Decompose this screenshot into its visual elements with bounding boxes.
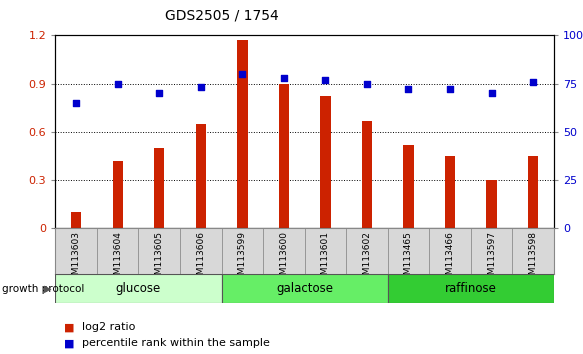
Text: ▶: ▶ xyxy=(44,284,51,293)
Bar xyxy=(445,156,455,228)
Bar xyxy=(139,228,180,274)
Bar xyxy=(97,228,139,274)
Point xyxy=(238,71,247,77)
Bar xyxy=(279,84,289,228)
Bar xyxy=(71,212,82,228)
Bar xyxy=(113,161,123,228)
Bar xyxy=(180,228,222,274)
Text: GSM113600: GSM113600 xyxy=(279,231,289,286)
Point xyxy=(487,90,496,96)
Bar xyxy=(154,148,164,228)
Text: ■: ■ xyxy=(64,322,75,332)
Bar xyxy=(429,228,471,274)
Text: glucose: glucose xyxy=(116,282,161,295)
Text: ■: ■ xyxy=(64,338,75,348)
Text: GSM113602: GSM113602 xyxy=(363,231,371,286)
Bar xyxy=(304,228,346,274)
Text: GSM113599: GSM113599 xyxy=(238,231,247,286)
Bar xyxy=(512,228,554,274)
Point xyxy=(404,87,413,92)
Bar xyxy=(388,274,554,303)
Bar xyxy=(403,145,414,228)
Point xyxy=(279,75,289,81)
Text: percentile rank within the sample: percentile rank within the sample xyxy=(82,338,269,348)
Point xyxy=(154,90,164,96)
Text: GSM113465: GSM113465 xyxy=(404,231,413,286)
Bar xyxy=(346,228,388,274)
Text: raffinose: raffinose xyxy=(445,282,497,295)
Point xyxy=(362,81,371,86)
Bar xyxy=(55,274,222,303)
Point xyxy=(72,100,81,106)
Text: GSM113466: GSM113466 xyxy=(445,231,455,286)
Text: GSM113604: GSM113604 xyxy=(113,231,122,286)
Bar xyxy=(195,124,206,228)
Text: GSM113606: GSM113606 xyxy=(196,231,205,286)
Bar xyxy=(528,156,538,228)
Bar xyxy=(471,228,512,274)
Bar xyxy=(263,228,304,274)
Point xyxy=(113,81,122,86)
Text: galactose: galactose xyxy=(276,282,333,295)
Bar xyxy=(361,121,372,228)
Bar xyxy=(55,228,97,274)
Bar xyxy=(486,180,497,228)
Bar xyxy=(222,228,263,274)
Text: GSM113603: GSM113603 xyxy=(72,231,80,286)
Point xyxy=(445,87,455,92)
Point xyxy=(196,85,205,90)
Text: log2 ratio: log2 ratio xyxy=(82,322,135,332)
Bar xyxy=(237,40,248,228)
Point xyxy=(321,77,330,82)
Text: GDS2505 / 1754: GDS2505 / 1754 xyxy=(164,9,279,23)
Text: GSM113605: GSM113605 xyxy=(154,231,164,286)
Bar xyxy=(320,97,331,228)
Text: GSM113598: GSM113598 xyxy=(529,231,538,286)
Bar xyxy=(388,228,429,274)
Text: GSM113601: GSM113601 xyxy=(321,231,330,286)
Text: growth protocol: growth protocol xyxy=(2,284,84,293)
Point xyxy=(528,79,538,85)
Bar xyxy=(222,274,388,303)
Text: GSM113597: GSM113597 xyxy=(487,231,496,286)
